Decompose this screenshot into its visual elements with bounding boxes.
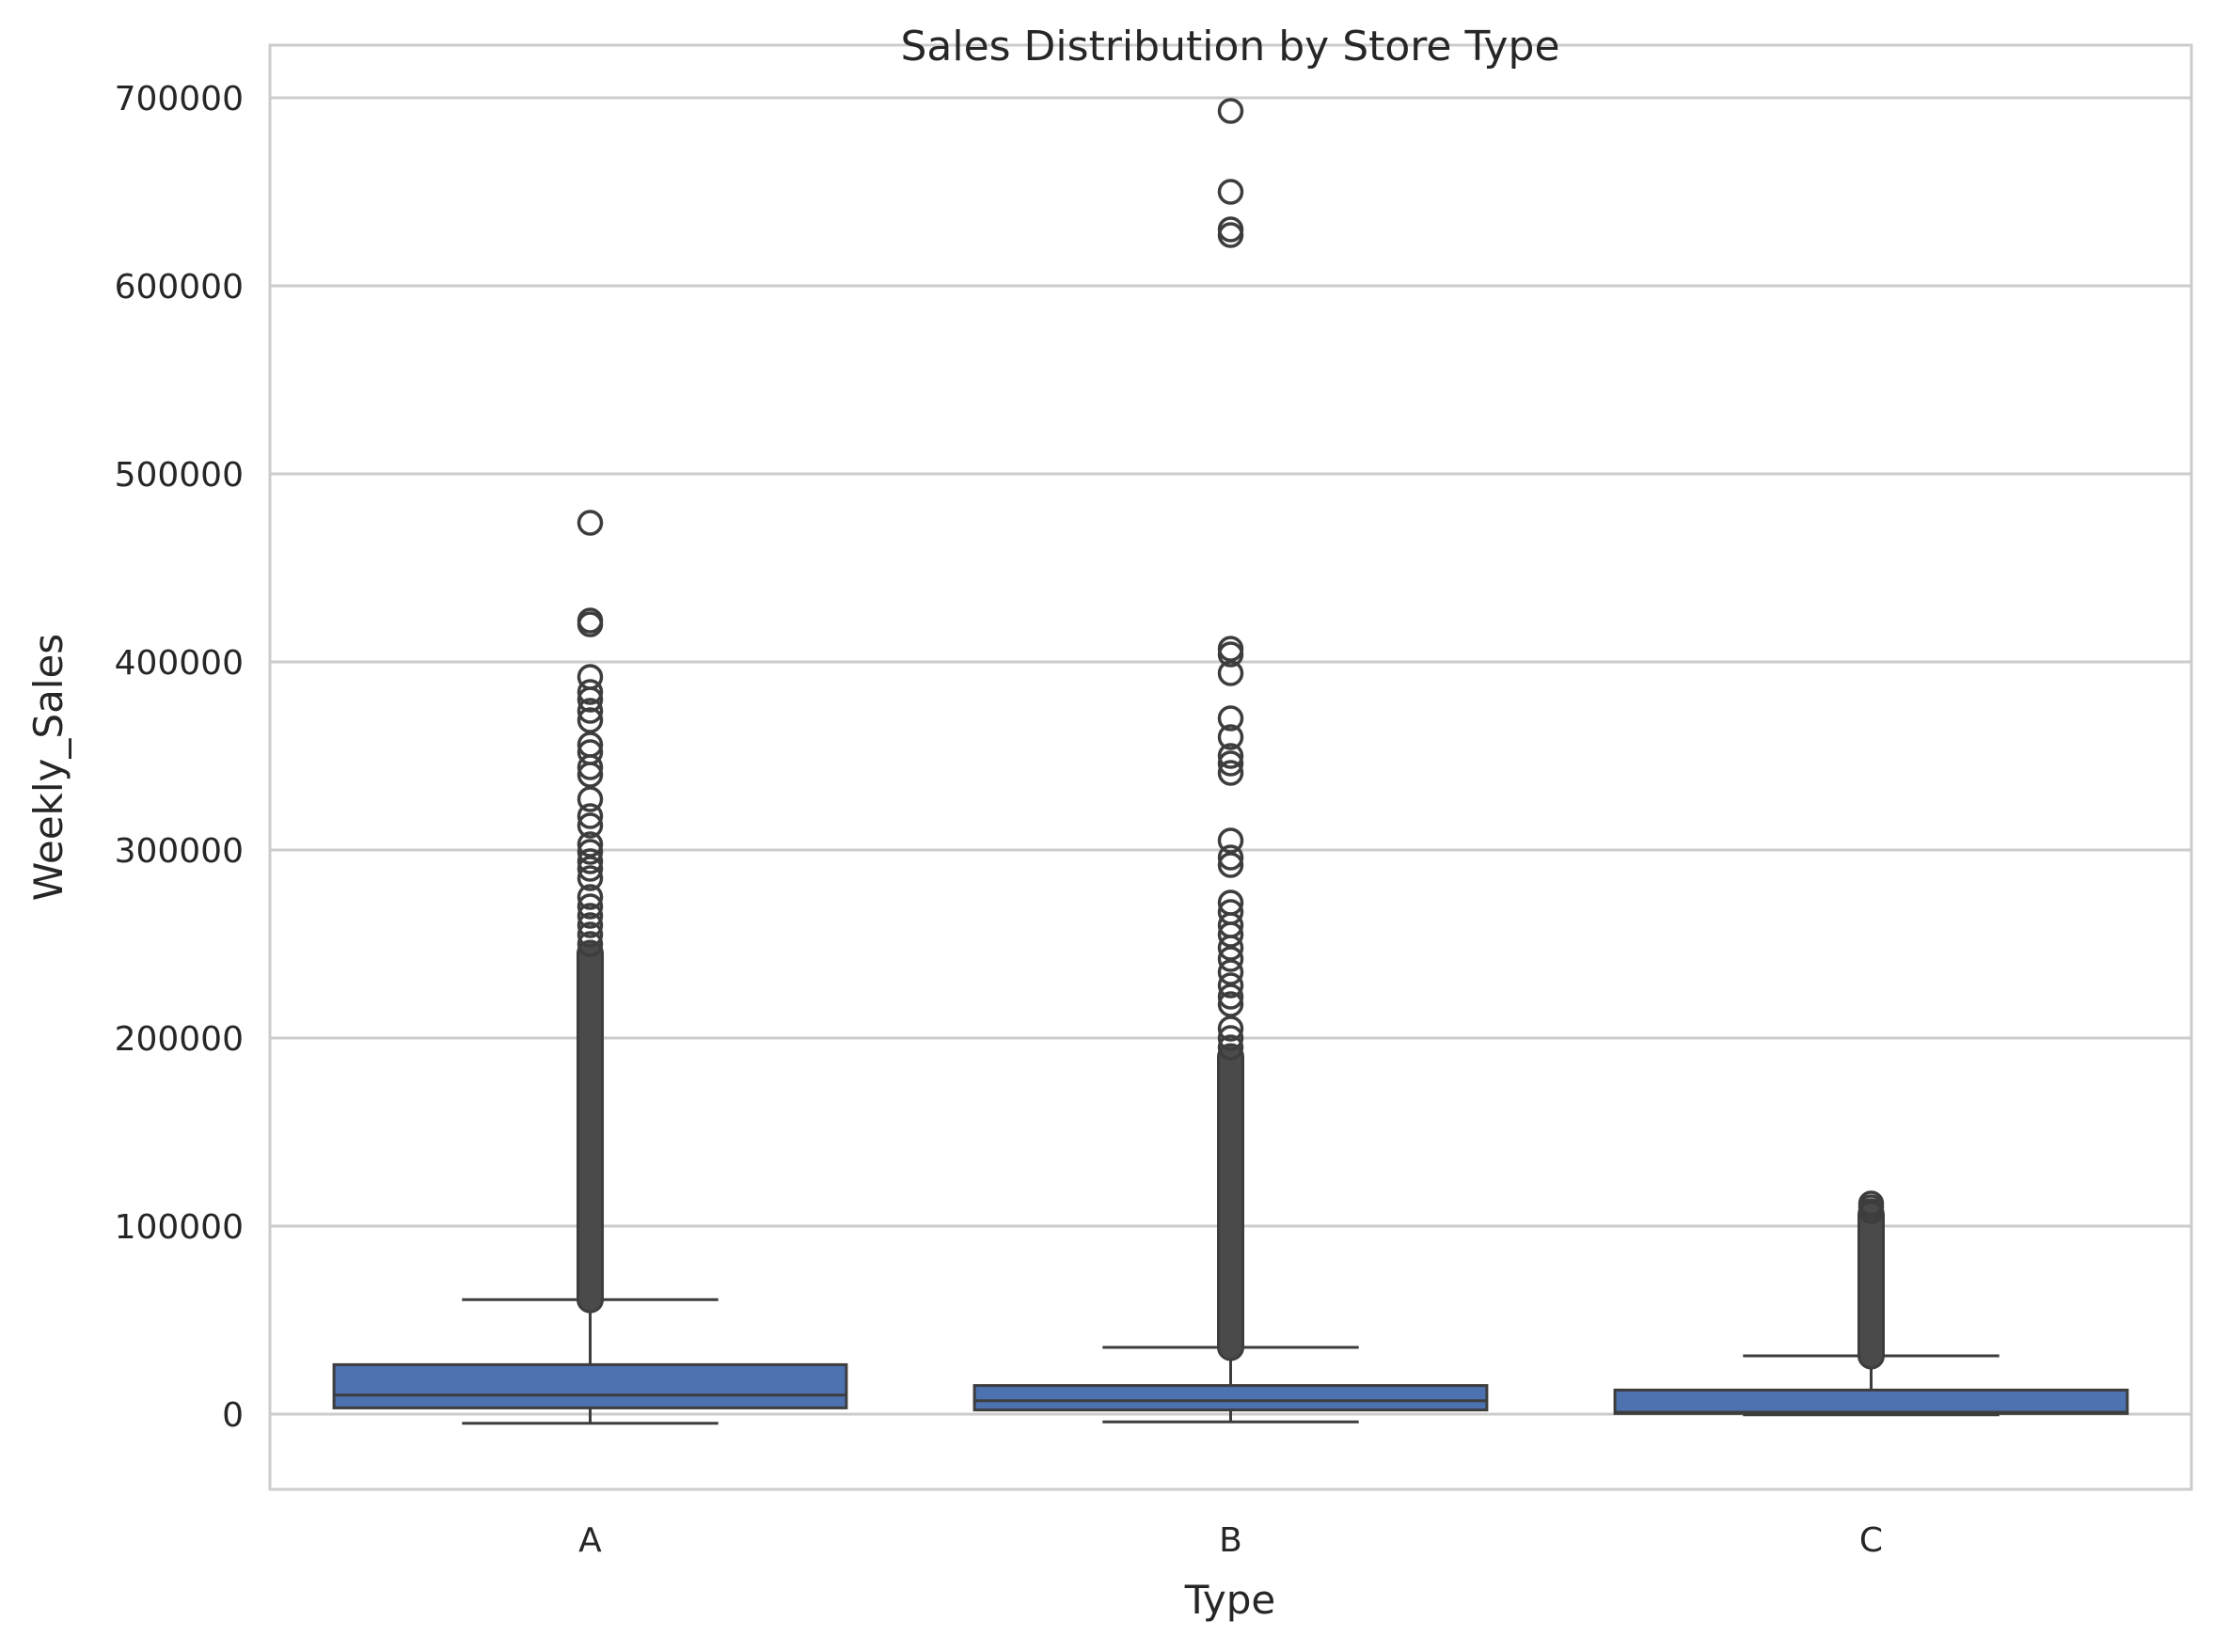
outlier-point (577, 812, 604, 839)
outlier-point (577, 893, 604, 920)
outlier-point (1217, 991, 1244, 1017)
outlier-point (577, 921, 604, 948)
x-axis-ticks: A B C (578, 1521, 1883, 1560)
outlier-point (577, 707, 604, 733)
x-tick-label: B (1219, 1521, 1242, 1560)
outlier-point (577, 762, 604, 788)
box-group-A (332, 510, 848, 1425)
outlier-point (577, 698, 604, 724)
outlier-point (577, 786, 604, 812)
outlier-point (1217, 179, 1244, 205)
x-axis-label: Type (1184, 1577, 1275, 1623)
x-tick-label: C (1859, 1521, 1883, 1560)
x-tick-label: A (578, 1521, 602, 1560)
outlier-band (1217, 1043, 1244, 1361)
y-tick-label: 300000 (115, 832, 244, 871)
outlier-band (577, 939, 604, 1314)
outlier-point (1857, 1198, 1885, 1224)
outlier-point (577, 912, 604, 938)
y-tick-label: 0 (222, 1396, 244, 1435)
plot-area-frame (268, 43, 2193, 1491)
y-tick-label: 200000 (115, 1020, 244, 1059)
outlier-point (1217, 827, 1244, 854)
outlier-point (577, 611, 604, 637)
y-tick-label: 400000 (115, 644, 244, 683)
outlier-point (577, 856, 604, 882)
outlier-point (1217, 972, 1244, 999)
outlier-point (577, 686, 604, 713)
iqr-box (1613, 1388, 2129, 1415)
outlier-point (1217, 844, 1244, 871)
outlier-point (577, 903, 604, 929)
outlier-point (577, 510, 604, 536)
iqr-box (972, 1384, 1489, 1412)
outlier-point (577, 831, 604, 857)
outlier-point (1217, 983, 1244, 1010)
chart-title: Sales Distribution by Store Type (900, 23, 1559, 71)
outlier-point (1217, 935, 1244, 961)
outlier-point (1217, 946, 1244, 972)
outlier-point (577, 931, 604, 957)
outlier-point (577, 865, 604, 891)
y-axis-ticks: 0 100000 200000 300000 400000 500000 600000 700… (115, 80, 244, 1435)
outlier-band (1857, 1201, 1885, 1370)
boxes (332, 98, 2129, 1425)
y-tick-label: 500000 (115, 456, 244, 495)
y-tick-label: 700000 (115, 80, 244, 118)
iqr-box (332, 1362, 848, 1409)
outlier-point (577, 679, 604, 705)
outlier-point (577, 848, 604, 874)
outlier-point (1217, 1025, 1244, 1051)
y-tick-label: 100000 (115, 1208, 244, 1247)
outlier-point (577, 839, 604, 865)
outlier-point (1217, 1015, 1244, 1042)
outlier-point (577, 754, 604, 780)
outlier-point (1217, 852, 1244, 878)
outlier-point (1217, 1034, 1244, 1061)
outlier-point (1217, 743, 1244, 769)
box-group-C (1613, 1190, 2129, 1417)
outlier-point (1217, 660, 1244, 686)
outlier-point (1217, 222, 1244, 248)
outlier-point (1217, 760, 1244, 786)
outlier-point (1217, 724, 1244, 750)
outlier-point (1217, 921, 1244, 948)
outlier-point (1217, 750, 1244, 777)
box-group-B (972, 98, 1489, 1424)
outlier-point (577, 884, 604, 910)
outlier-point (1217, 641, 1244, 668)
outlier-point (577, 803, 604, 829)
outlier-point (1217, 98, 1244, 124)
outlier-point (1217, 705, 1244, 732)
y-axis-label: Weekly_Sales (25, 634, 71, 901)
y-tick-label: 600000 (115, 268, 244, 307)
outlier-point (1217, 959, 1244, 985)
